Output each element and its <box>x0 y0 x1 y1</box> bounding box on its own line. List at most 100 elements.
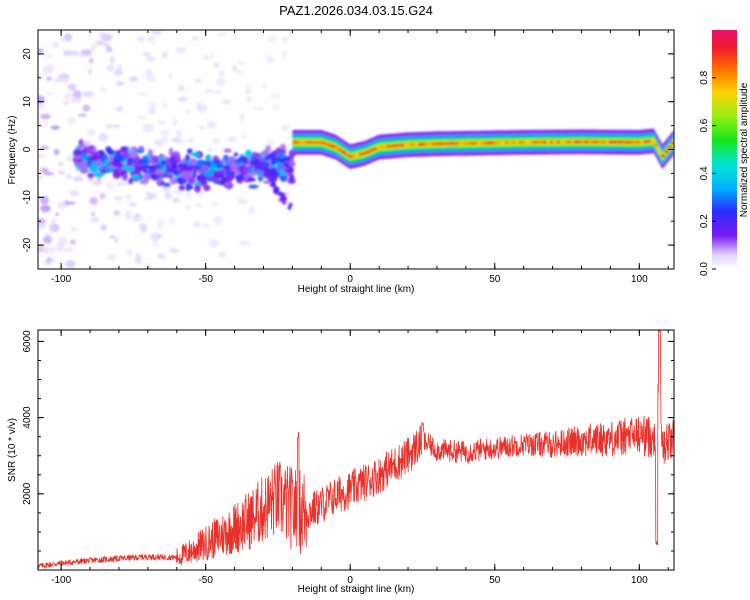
multipath-blob <box>139 179 149 185</box>
noise-blob <box>44 246 49 255</box>
noise-blob <box>216 77 225 86</box>
noise-blob <box>46 76 52 81</box>
multipath-blob <box>243 173 250 181</box>
signal-core-blob <box>337 148 343 152</box>
noise-blob <box>53 148 60 156</box>
spectrogram-heatmap <box>38 31 674 269</box>
noise-blob <box>57 170 65 175</box>
noise-blob <box>113 196 124 201</box>
noise-blob <box>50 217 57 226</box>
noise-blob <box>281 50 288 59</box>
noise-blob <box>65 260 76 268</box>
noise-blob <box>38 48 44 53</box>
noise-blob <box>198 104 207 113</box>
multipath-blob <box>104 159 110 164</box>
multipath-blob <box>105 146 112 153</box>
multipath-blob <box>147 149 154 156</box>
multipath-blob <box>89 164 100 174</box>
noise-blob <box>38 222 43 231</box>
multipath-blob <box>219 159 227 164</box>
multipath-blob <box>74 160 79 166</box>
noise-blob <box>172 119 178 126</box>
noise-blob <box>213 90 223 95</box>
x-tick-label: 100 <box>631 575 648 586</box>
noise-blob <box>62 50 72 56</box>
multipath-blob <box>169 177 178 185</box>
noise-blob <box>128 201 137 207</box>
multipath-blob <box>183 166 194 172</box>
multipath-blob <box>206 160 211 168</box>
noise-blob <box>50 125 60 130</box>
noise-blob <box>206 120 217 130</box>
spectrogram-y-ticks: -20 -10 0 10 20 <box>22 29 674 270</box>
noise-blob <box>43 172 55 176</box>
noise-blob <box>194 203 203 208</box>
multipath-blob <box>271 181 276 186</box>
multipath-blob <box>265 145 272 153</box>
noise-blob <box>171 137 182 143</box>
spectrogram-x-label: Height of straight line (km) <box>298 284 415 295</box>
snr-y-ticks: 2000 4000 6000 <box>22 330 674 552</box>
noise-blob <box>129 76 138 82</box>
multipath-blob <box>73 155 82 160</box>
noise-blob <box>62 100 70 106</box>
multipath-blob <box>194 184 201 193</box>
noise-blob <box>40 167 49 173</box>
noise-blob <box>53 77 63 83</box>
multipath-blob <box>224 161 230 166</box>
noise-blob <box>266 55 275 64</box>
multipath-blob <box>176 177 184 184</box>
multipath-blob <box>142 160 149 165</box>
noise-blob <box>143 52 151 57</box>
multipath-blob <box>128 178 134 185</box>
chart-title: PAZ1.2026.034.03.15.G24 <box>279 3 433 18</box>
multipath-blob <box>182 172 191 180</box>
noise-blob <box>192 36 199 41</box>
noise-blob <box>151 41 157 46</box>
noise-blob <box>168 248 179 253</box>
multipath-blob <box>126 165 134 173</box>
noise-blob <box>138 223 144 232</box>
multipath-blob <box>112 160 121 168</box>
noise-blob <box>152 238 158 247</box>
colorbar-tick-label: 0.4 <box>699 166 710 180</box>
colorbar: 0.0 0.2 0.4 0.6 0.8 Normalized spectral ampl… <box>699 30 750 276</box>
multipath-blob <box>189 157 197 166</box>
multipath-blob <box>99 165 105 170</box>
noise-blob <box>217 251 227 258</box>
multipath-blob <box>254 164 259 169</box>
noise-blob <box>212 138 221 144</box>
noise-blob <box>134 213 142 218</box>
multipath-blob <box>185 182 191 192</box>
signal-ridge <box>292 128 674 170</box>
noise-blob <box>40 145 50 150</box>
noise-blob <box>60 35 66 42</box>
noise-blob <box>185 192 192 199</box>
multipath-blob <box>281 165 288 172</box>
multipath-blob <box>107 155 114 162</box>
noise-blob <box>185 204 191 210</box>
noise-blob <box>160 129 170 136</box>
signal-core-blob <box>667 145 673 149</box>
signal-core-blob <box>663 150 670 154</box>
noise-blob <box>101 33 113 42</box>
multipath-blob <box>280 143 287 151</box>
multipath-blob <box>273 171 280 177</box>
colorbar-tick-label: 0.0 <box>699 262 710 276</box>
noise-blob <box>261 84 268 89</box>
x-tick-label: 0 <box>347 575 353 586</box>
noise-blob <box>213 215 223 225</box>
multipath-blob <box>276 153 285 158</box>
x-tick-label: -100 <box>51 575 71 586</box>
multipath-blob <box>82 157 87 163</box>
noise-blob <box>168 216 175 225</box>
multipath-blob <box>243 160 249 165</box>
noise-blob <box>63 91 71 101</box>
multipath-blob <box>259 162 264 167</box>
noise-blob <box>80 49 91 55</box>
x-tick-label: 50 <box>489 274 501 285</box>
multipath-blob <box>160 160 167 165</box>
signal-core-blob <box>660 154 666 158</box>
noise-blob <box>147 36 155 42</box>
noise-blob <box>47 91 54 96</box>
